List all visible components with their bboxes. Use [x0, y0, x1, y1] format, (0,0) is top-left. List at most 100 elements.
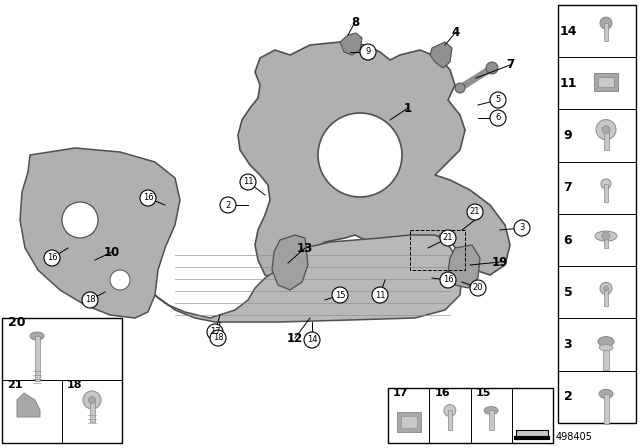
Text: 9: 9 [365, 47, 371, 56]
Circle shape [600, 17, 612, 29]
Polygon shape [516, 430, 548, 438]
Circle shape [82, 292, 98, 308]
Text: 21: 21 [7, 380, 22, 390]
Text: 18: 18 [212, 333, 223, 343]
Text: 2: 2 [564, 390, 572, 403]
Polygon shape [155, 235, 462, 322]
FancyBboxPatch shape [594, 73, 618, 91]
Circle shape [304, 332, 320, 348]
Circle shape [440, 272, 456, 288]
Text: 20: 20 [8, 316, 26, 329]
Circle shape [44, 250, 60, 266]
Text: 17: 17 [210, 327, 220, 336]
FancyBboxPatch shape [2, 318, 122, 443]
Text: 6: 6 [495, 113, 500, 122]
Text: 16: 16 [435, 388, 450, 398]
Text: 11: 11 [375, 290, 385, 300]
FancyBboxPatch shape [558, 5, 636, 423]
Ellipse shape [484, 406, 498, 414]
FancyBboxPatch shape [388, 388, 553, 443]
Text: 16: 16 [443, 276, 453, 284]
Text: 4: 4 [452, 26, 460, 39]
Circle shape [207, 324, 223, 340]
Circle shape [486, 62, 498, 74]
Text: 16: 16 [47, 254, 58, 263]
Text: 14: 14 [559, 25, 577, 38]
Circle shape [600, 282, 612, 294]
Circle shape [602, 232, 610, 240]
Circle shape [372, 287, 388, 303]
Circle shape [470, 280, 486, 296]
FancyBboxPatch shape [35, 336, 40, 381]
Text: 18: 18 [67, 380, 83, 390]
Circle shape [455, 83, 465, 93]
Circle shape [140, 190, 156, 206]
Circle shape [110, 270, 130, 290]
FancyBboxPatch shape [90, 400, 95, 422]
Text: 19: 19 [492, 255, 508, 268]
Polygon shape [17, 393, 40, 417]
Ellipse shape [599, 389, 613, 398]
Ellipse shape [599, 345, 613, 351]
Text: 6: 6 [564, 233, 572, 247]
Text: 3: 3 [564, 338, 572, 351]
FancyBboxPatch shape [488, 410, 493, 431]
Text: 10: 10 [104, 246, 120, 258]
Text: 8: 8 [351, 16, 359, 29]
Circle shape [601, 179, 611, 189]
Circle shape [318, 113, 402, 197]
FancyBboxPatch shape [604, 394, 609, 424]
Text: 3: 3 [519, 224, 525, 233]
Polygon shape [448, 245, 480, 288]
Circle shape [220, 197, 236, 213]
Polygon shape [430, 42, 452, 68]
Ellipse shape [595, 231, 617, 241]
Circle shape [440, 230, 456, 246]
Text: 11: 11 [243, 177, 253, 186]
Text: 2: 2 [225, 201, 230, 210]
FancyBboxPatch shape [604, 184, 608, 202]
FancyBboxPatch shape [401, 417, 417, 428]
Circle shape [604, 286, 609, 291]
FancyBboxPatch shape [603, 348, 609, 370]
FancyBboxPatch shape [598, 78, 614, 87]
Text: 5: 5 [495, 95, 500, 104]
Circle shape [514, 220, 530, 236]
Text: 1: 1 [404, 102, 412, 115]
Ellipse shape [598, 336, 614, 347]
FancyBboxPatch shape [604, 236, 608, 248]
Text: 9: 9 [564, 129, 572, 142]
Circle shape [490, 92, 506, 108]
Circle shape [210, 330, 226, 346]
Circle shape [62, 202, 98, 238]
FancyBboxPatch shape [397, 413, 420, 432]
Text: 15: 15 [335, 290, 345, 300]
Circle shape [444, 405, 456, 417]
Text: 14: 14 [307, 336, 317, 345]
Text: 16: 16 [143, 194, 154, 202]
Text: 7: 7 [506, 59, 514, 72]
Text: 12: 12 [287, 332, 303, 345]
Text: 5: 5 [564, 286, 572, 299]
Polygon shape [272, 235, 308, 290]
Circle shape [240, 174, 256, 190]
Circle shape [332, 287, 348, 303]
Text: 21: 21 [470, 207, 480, 216]
Text: 20: 20 [473, 284, 483, 293]
Text: 17: 17 [393, 388, 408, 398]
Text: 15: 15 [476, 388, 491, 398]
Text: 11: 11 [559, 77, 577, 90]
Polygon shape [20, 148, 180, 318]
Circle shape [360, 44, 376, 60]
Circle shape [467, 204, 483, 220]
FancyBboxPatch shape [448, 410, 452, 431]
Text: 13: 13 [297, 241, 313, 254]
Circle shape [596, 120, 616, 140]
Circle shape [602, 125, 610, 134]
FancyBboxPatch shape [604, 129, 609, 150]
Circle shape [88, 396, 95, 404]
Text: 21: 21 [443, 233, 453, 242]
Polygon shape [238, 42, 510, 285]
Circle shape [83, 391, 101, 409]
Polygon shape [340, 33, 362, 55]
